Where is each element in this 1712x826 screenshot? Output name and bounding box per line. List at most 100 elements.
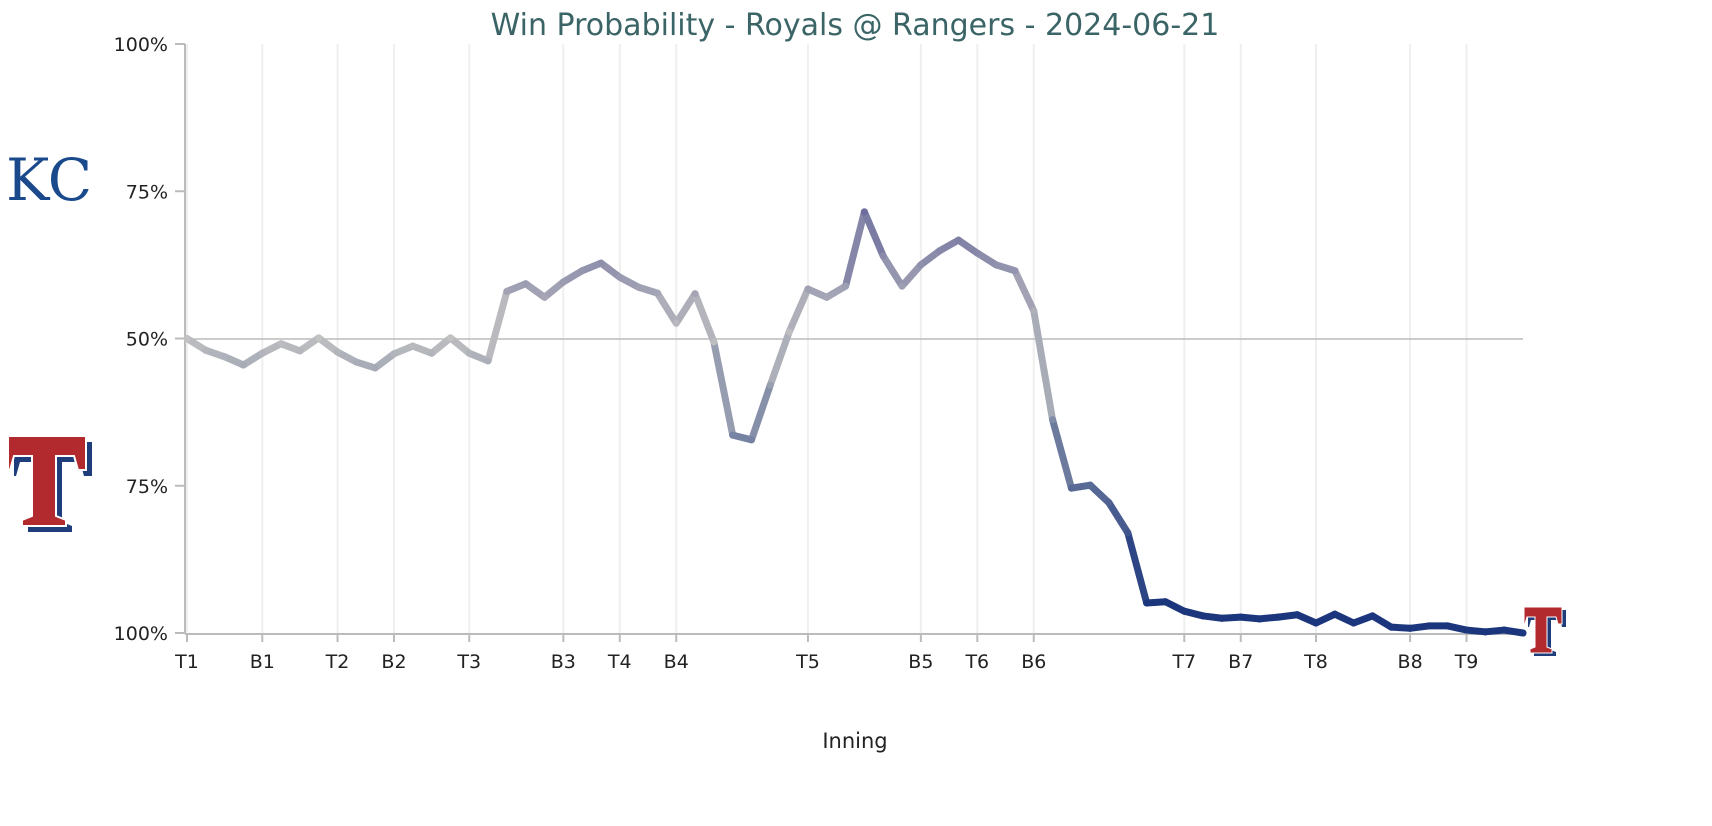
line-segment	[541, 278, 567, 301]
x-tick-label: B5	[908, 651, 933, 673]
data-point	[748, 436, 756, 444]
data-point	[1011, 267, 1019, 275]
x-tick-label: B7	[1228, 651, 1253, 673]
line-segment	[1049, 416, 1075, 492]
rangers-logo	[7, 435, 92, 532]
line-segment	[1161, 598, 1188, 615]
x-tick-label: B4	[664, 651, 689, 673]
data-point	[842, 282, 850, 290]
data-point	[1463, 626, 1471, 634]
data-point	[1444, 622, 1452, 630]
data-point	[484, 357, 492, 365]
x-tick-label: B6	[1021, 651, 1046, 673]
data-point	[522, 280, 530, 288]
data-point	[541, 293, 549, 301]
y-tick-label: 75%	[126, 476, 168, 498]
line-segment	[183, 335, 210, 354]
line-segment	[559, 267, 586, 286]
data-point	[1406, 624, 1414, 632]
x-tick-label: T6	[964, 651, 989, 673]
data-point	[766, 381, 774, 389]
data-point	[315, 334, 323, 342]
data-point	[973, 249, 981, 257]
line-segment	[917, 247, 944, 269]
line-segment	[1105, 499, 1132, 537]
line-segment	[371, 350, 398, 372]
data-point	[1237, 613, 1245, 621]
data-point	[296, 347, 304, 355]
data-point	[503, 287, 511, 295]
line-segment	[1030, 307, 1057, 424]
x-tick-label: T7	[1171, 651, 1196, 673]
data-point	[954, 236, 962, 244]
data-point	[465, 349, 473, 357]
line-segment	[334, 348, 360, 366]
data-point	[879, 252, 887, 260]
line-segment	[785, 285, 812, 336]
data-point	[936, 247, 944, 255]
data-point	[823, 293, 831, 301]
x-tick-label: T9	[1454, 651, 1479, 673]
x-tick-label: T1	[174, 651, 199, 673]
data-point	[1161, 598, 1169, 606]
data-point	[1387, 623, 1395, 631]
chart-title: Win Probability - Royals @ Rangers - 202…	[491, 8, 1220, 43]
line-segment	[823, 282, 850, 301]
line-segment	[522, 280, 549, 301]
line-segment	[860, 208, 887, 260]
win-prob-line	[183, 208, 1527, 637]
rangers-logo-t	[7, 435, 87, 527]
y-ticks: 100% 75% 50% 75% 100%	[114, 34, 185, 645]
x-tick-label: T5	[795, 651, 820, 673]
data-point	[1049, 416, 1057, 424]
x-tick-label: T2	[325, 651, 350, 673]
data-point	[616, 273, 624, 281]
data-point	[428, 349, 436, 357]
line-segment	[653, 289, 680, 327]
data-point	[390, 350, 398, 358]
line-segment	[1011, 267, 1038, 315]
data-point	[559, 278, 567, 286]
data-point	[1350, 619, 1358, 627]
data-point	[1030, 307, 1038, 315]
x-tick-label: B3	[551, 651, 576, 673]
data-point	[1312, 619, 1320, 627]
y-tick-label: 100%	[114, 623, 168, 645]
y-tick-label: 100%	[114, 34, 168, 56]
data-point	[1368, 612, 1376, 620]
data-point	[1143, 599, 1151, 607]
line-segment	[616, 273, 643, 291]
data-point	[804, 285, 812, 293]
line-segment	[1368, 612, 1395, 631]
data-point	[898, 282, 906, 290]
x-tick-label: B1	[250, 651, 275, 673]
data-point	[653, 289, 661, 297]
data-point	[672, 319, 680, 327]
line-segment	[597, 259, 624, 281]
rangers-logo-small	[1523, 606, 1566, 656]
line-segment	[898, 261, 925, 290]
data-point	[1274, 613, 1282, 621]
data-point	[1500, 626, 1508, 634]
data-point	[578, 267, 586, 275]
line-segment	[239, 349, 266, 369]
data-point	[635, 283, 643, 291]
x-tick-label: T4	[607, 651, 632, 673]
x-tick-label: T8	[1303, 651, 1328, 673]
data-point	[729, 431, 737, 439]
data-point	[860, 208, 868, 216]
data-point	[785, 328, 793, 336]
data-point	[597, 259, 605, 267]
x-tick-label: B8	[1398, 651, 1423, 673]
rangers-logo-small-t	[1523, 606, 1563, 654]
line-segment	[842, 208, 868, 290]
data-point	[710, 338, 718, 346]
line-segment	[936, 236, 962, 255]
line-segment	[710, 338, 737, 439]
data-point	[221, 353, 229, 361]
line-segment	[672, 290, 699, 327]
data-point	[1425, 622, 1433, 630]
data-point	[1256, 615, 1264, 623]
line-segment	[879, 252, 906, 290]
line-segment	[766, 328, 793, 389]
